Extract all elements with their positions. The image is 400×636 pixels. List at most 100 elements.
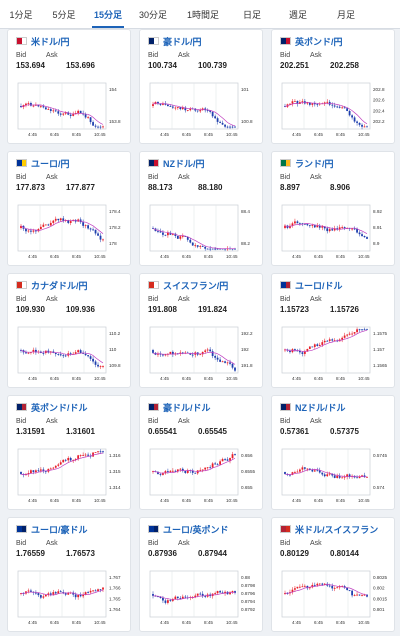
ask-value: 191.824 [198, 305, 227, 314]
price-values: 100.734 100.739 [140, 59, 262, 70]
y-tick-label: 101 [241, 87, 249, 92]
candle-body [214, 116, 217, 119]
rate-card[interactable]: ユーロ/ドル Bid Ask 1.15723 1.15726 1.1575 1.157 1.1… [271, 273, 395, 388]
pair-name[interactable]: ユーロ/英ポンド [163, 524, 229, 535]
candle-body [333, 105, 336, 107]
x-tick-label: 4:45 [160, 254, 169, 259]
candle-body [231, 454, 234, 458]
x-tick-label: 6:45 [314, 498, 323, 503]
rate-card[interactable]: 英ポンド/円 Bid Ask 202.251 202.258 202.8 202.6 202.… [271, 29, 395, 144]
rate-card[interactable]: NZドル/ドル Bid Ask 0.57361 0.57375 0.5745 0.574 4:… [271, 395, 395, 510]
candle-body [159, 474, 162, 475]
candle-body [169, 470, 172, 472]
candle-body [162, 103, 164, 105]
candle-body [69, 353, 72, 355]
tab-2[interactable]: 15分足 [86, 0, 130, 28]
price-labels: Bid Ask [8, 537, 130, 547]
tab-6[interactable]: 週足 [288, 9, 307, 20]
candle-body [321, 583, 324, 585]
candle-body [284, 472, 286, 475]
candle-body [321, 472, 324, 475]
candle-body [181, 236, 184, 237]
rate-card[interactable]: ユーロ/英ポンド Bid Ask 0.87936 0.87944 0.88 0.8798 0.… [139, 517, 263, 632]
card-header: 米ドル/円 [8, 30, 130, 49]
rate-card[interactable]: 米ドル/円 Bid Ask 153.694 153.696 154 153.8 4:45 6:4… [7, 29, 131, 144]
tab-0[interactable]: 1分足 [9, 9, 33, 20]
candle-body [94, 590, 97, 592]
y-tick-label: 8.92 [373, 209, 382, 214]
y-tick-label: 8.91 [373, 225, 382, 230]
candle-body [32, 105, 35, 107]
pair-name[interactable]: ユーロ/円 [31, 158, 70, 169]
flag-icon [148, 525, 159, 533]
tab-1[interactable]: 5分足 [52, 9, 76, 20]
candle-body [30, 590, 32, 592]
candle-body [74, 352, 77, 354]
candle-body [184, 470, 187, 473]
rate-card[interactable]: ユーロ/円 Bid Ask 177.873 177.877 178.4 178.2 178 4:… [7, 151, 131, 266]
tab-5[interactable]: 日足 [242, 9, 261, 20]
rate-card[interactable]: NZドル/円 Bid Ask 88.173 88.180 88.4 88.2 4:45 6:45… [139, 151, 263, 266]
rate-card[interactable]: 英ポンド/ドル Bid Ask 1.31591 1.31601 1.316 1.315 1.3… [7, 395, 131, 510]
moving-average-line [152, 351, 236, 365]
tab-3[interactable]: 30分足 [138, 9, 167, 20]
pair-name[interactable]: ユーロ/ドル [295, 280, 343, 291]
tab-4[interactable]: 1時間足 [186, 9, 219, 20]
candle-body [353, 228, 356, 230]
bid-value: 0.80129 [280, 549, 309, 558]
candle-body [87, 454, 89, 456]
candle-body [338, 227, 341, 230]
pair-name[interactable]: 豪ドル/ドル [163, 402, 211, 413]
mini-chart: 1.767 1.766 1.765 1.764 4:45 6:45 8:45 10:45 [17, 570, 121, 625]
card-header: カナダドル/円 [8, 274, 130, 293]
rate-card[interactable]: 米ドル/スイスフラン Bid Ask 0.80129 0.80144 0.8025 0.80… [271, 517, 395, 632]
rate-card[interactable]: ランド/円 Bid Ask 8.897 8.906 8.92 8.91 8.9 4:45 6:45… [271, 151, 395, 266]
price-labels: Bid Ask [272, 415, 394, 425]
x-tick-label: 8:45 [204, 254, 213, 259]
rate-card[interactable]: 豪ドル/円 Bid Ask 100.734 100.739 101 100.8 4:45 6:4… [139, 29, 263, 144]
candle-body [179, 598, 182, 599]
candle-body [356, 594, 358, 596]
candle-body [343, 107, 346, 109]
pair-name[interactable]: スイスフラン/円 [163, 280, 229, 291]
x-tick-label: 8:45 [204, 620, 213, 625]
x-tick-label: 10:45 [226, 376, 238, 381]
pair-name[interactable]: NZドル/円 [163, 158, 205, 169]
candle-body [209, 467, 212, 469]
candle-body [351, 228, 353, 230]
candle-body [199, 354, 202, 356]
ask-label: Ask [310, 418, 322, 425]
flag-icon [148, 159, 159, 167]
x-tick-label: 4:45 [292, 254, 301, 259]
pair-name[interactable]: 豪ドル/円 [163, 36, 202, 47]
candle-body [39, 469, 42, 471]
candle-body [97, 233, 99, 236]
pair-name[interactable]: ユーロ/豪ドル [31, 524, 88, 535]
ask-label: Ask [310, 174, 322, 181]
rate-card[interactable]: スイスフラン/円 Bid Ask 191.808 191.824 192.2 192 191.… [139, 273, 263, 388]
candle-body [316, 225, 319, 228]
card-header: NZドル/円 [140, 152, 262, 171]
candle-body [321, 226, 324, 228]
pair-name[interactable]: カナダドル/円 [31, 280, 88, 291]
pair-name[interactable]: 英ポンド/ドル [31, 402, 88, 413]
bid-label: Bid [16, 418, 27, 425]
pair-name[interactable]: 米ドル/スイスフラン [295, 524, 379, 535]
candle-body [348, 590, 351, 591]
candle-body [57, 464, 60, 466]
candle-body [291, 223, 294, 226]
pair-name[interactable]: ランド/円 [295, 158, 334, 169]
rate-card[interactable]: 豪ドル/ドル Bid Ask 0.65541 0.65545 0.656 0.6555 0.6… [139, 395, 263, 510]
pair-name[interactable]: 米ドル/円 [31, 36, 70, 47]
tab-7[interactable]: 月足 [336, 9, 355, 20]
mini-chart: 88.4 88.2 4:45 6:45 8:45 10:45 [149, 204, 250, 259]
candle-body [30, 470, 32, 474]
candle-body [289, 103, 291, 105]
bid-label: Bid [16, 540, 27, 547]
pair-name[interactable]: 英ポンド/円 [295, 36, 343, 47]
rate-card[interactable]: カナダドル/円 Bid Ask 109.930 109.936 110.2 110 109.8… [7, 273, 131, 388]
candle-body [311, 346, 314, 348]
rate-card[interactable]: ユーロ/豪ドル Bid Ask 1.76559 1.76573 1.767 1.766 1.7… [7, 517, 131, 632]
pair-name[interactable]: NZドル/ドル [295, 402, 346, 413]
x-tick-label: 6:45 [50, 132, 59, 137]
